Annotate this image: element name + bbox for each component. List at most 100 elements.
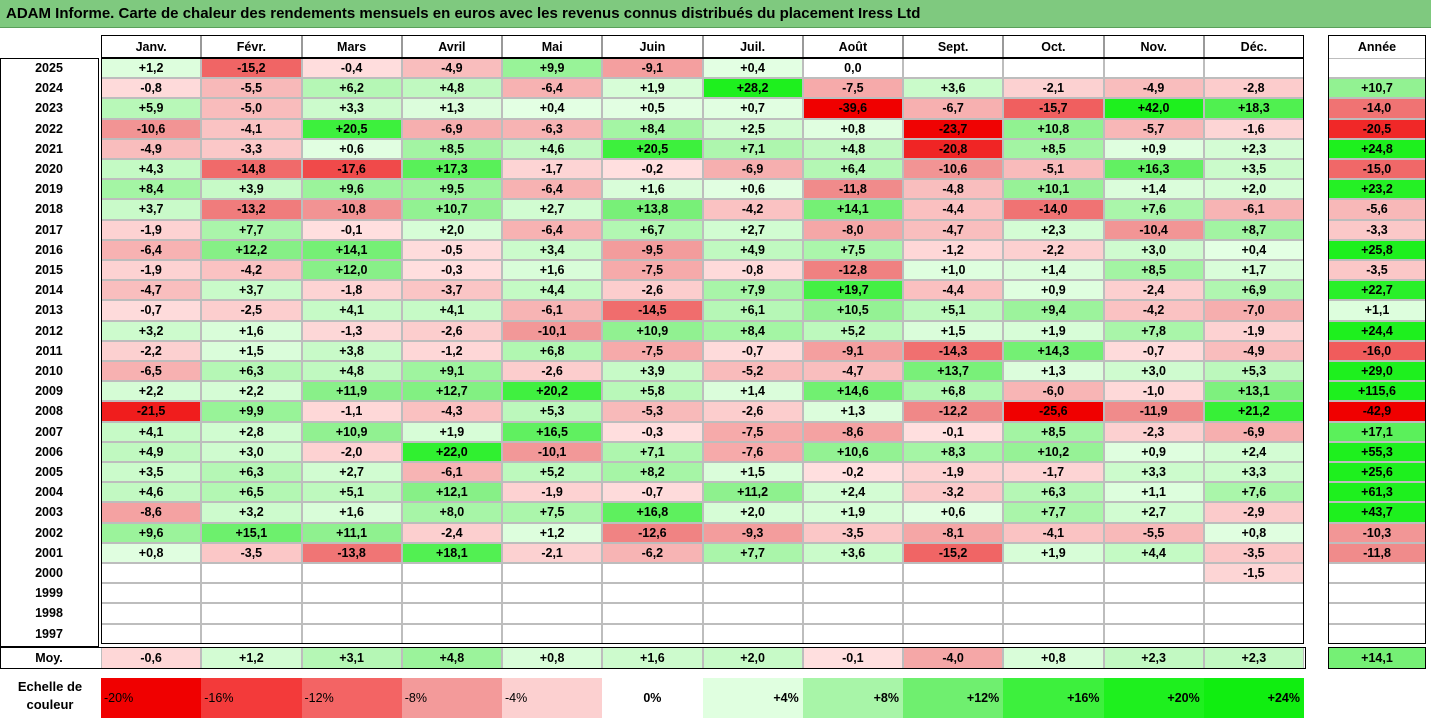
heatmap-cell: -15,2 — [903, 542, 1004, 563]
heatmap-cell: +4,9 — [702, 239, 803, 260]
heatmap-cell: +2,2 — [201, 381, 302, 402]
heatmap-cell: -5,5 — [201, 78, 302, 99]
heatmap-cell: -6,9 — [401, 118, 502, 139]
heatmap-cell: -10,8 — [301, 199, 402, 220]
heatmap-cell: +8,3 — [903, 441, 1004, 462]
month-header: Sept. — [903, 35, 1004, 58]
annual-cell: +43,7 — [1328, 502, 1426, 523]
heatmap-cell: -5,7 — [1103, 118, 1204, 139]
average-cell: +0,8 — [502, 647, 603, 669]
heatmap-cell: +9,4 — [1003, 300, 1104, 321]
heatmap-cell: +8,0 — [401, 502, 502, 523]
heatmap-cell: -10,6 — [903, 159, 1004, 180]
heatmap-cell — [702, 583, 803, 604]
annual-cell: +25,6 — [1328, 462, 1426, 483]
heatmap-cell — [401, 583, 502, 604]
heatmap-cell: -15,2 — [201, 58, 302, 79]
heatmap-cell: +1,6 — [502, 260, 603, 281]
annual-cell: -15,0 — [1328, 159, 1426, 180]
heatmap-cell: +1,6 — [602, 179, 703, 200]
heatmap-cell — [1103, 563, 1204, 584]
heatmap-cell: -4,2 — [702, 199, 803, 220]
heatmap-cell: -7,6 — [702, 441, 803, 462]
heatmap-cell: +4,1 — [101, 421, 202, 442]
annual-cell: -3,5 — [1328, 260, 1426, 281]
heatmap-cell: -0,3 — [602, 421, 703, 442]
heatmap-cell: -6,3 — [502, 118, 603, 139]
heatmap-cell: -2,6 — [502, 361, 603, 382]
year-label: 2008 — [35, 404, 63, 419]
heatmap-cell: +14,1 — [301, 239, 402, 260]
heatmap-cell: +16,3 — [1103, 159, 1204, 180]
heatmap-cell: -10,1 — [502, 441, 603, 462]
average-cell: +2,3 — [1203, 647, 1304, 669]
heatmap-cell: +6,7 — [602, 219, 703, 240]
heatmap-cell: +6,2 — [301, 78, 402, 99]
heatmap-cell — [1203, 583, 1304, 604]
heatmap-cell: -2,1 — [1003, 78, 1104, 99]
annual-cell: +25,8 — [1328, 239, 1426, 260]
heatmap-cell — [1003, 563, 1104, 584]
heatmap-cell: +1,9 — [802, 502, 903, 523]
heatmap-cell — [1103, 58, 1204, 79]
month-header: Oct. — [1003, 35, 1104, 58]
heatmap-cell: +16,8 — [602, 502, 703, 523]
legend-swatch: -12% — [301, 678, 402, 718]
heatmap-cell: +9,1 — [401, 361, 502, 382]
heatmap-cell: +0,5 — [602, 98, 703, 119]
heatmap-cell: -5,1 — [1003, 159, 1104, 180]
heatmap-cell: +9,9 — [502, 58, 603, 79]
annual-cell: +23,2 — [1328, 179, 1426, 200]
heatmap-cell: -6,5 — [101, 361, 202, 382]
heatmap-cell — [101, 603, 202, 624]
heatmap-cell: +2,0 — [702, 502, 803, 523]
heatmap-cell: +0,4 — [502, 98, 603, 119]
annual-cell: -3,3 — [1328, 219, 1426, 240]
heatmap-cell: +7,1 — [602, 441, 703, 462]
heatmap-cell: +2,7 — [502, 199, 603, 220]
heatmap-cell: +2,3 — [1003, 219, 1104, 240]
heatmap-cell — [1003, 58, 1104, 79]
heatmap-cell: +7,6 — [1203, 482, 1304, 503]
heatmap-cell: +18,3 — [1203, 98, 1304, 119]
average-cell: -4,0 — [903, 647, 1004, 669]
heatmap-cell: -4,7 — [903, 219, 1004, 240]
heatmap-cell: -0,4 — [301, 58, 402, 79]
heatmap-cell: -8,6 — [101, 502, 202, 523]
average-label: Moy. — [35, 651, 63, 665]
heatmap-cell: -1,6 — [1203, 118, 1304, 139]
heatmap-cell: +3,5 — [1203, 159, 1304, 180]
year-label: 2001 — [35, 545, 63, 560]
heatmap-cell: -2,8 — [1203, 78, 1304, 99]
heatmap-cell: +1,9 — [1003, 320, 1104, 341]
heatmap-cell: +8,5 — [1003, 421, 1104, 442]
heatmap-cell — [903, 623, 1004, 644]
heatmap-cell: +42,0 — [1103, 98, 1204, 119]
heatmap-cell — [1003, 583, 1104, 604]
year-label: 2014 — [35, 283, 63, 298]
heatmap-cell: -0,7 — [702, 340, 803, 361]
heatmap-cell: +28,2 — [702, 78, 803, 99]
month-header: Janv. — [101, 35, 202, 58]
heatmap-cell: +2,0 — [1203, 179, 1304, 200]
legend-swatch: +4% — [702, 678, 803, 718]
heatmap-cell: +4,1 — [401, 300, 502, 321]
heatmap-cell: -7,5 — [602, 340, 703, 361]
heatmap-cell: +7,6 — [1103, 199, 1204, 220]
heatmap-cell: +7,5 — [502, 502, 603, 523]
heatmap-cell: -0,1 — [301, 219, 402, 240]
legend-swatch: +16% — [1003, 678, 1104, 718]
heatmap-cell: +19,7 — [802, 280, 903, 301]
heatmap-cell: -5,0 — [201, 98, 302, 119]
heatmap-cell: +11,2 — [702, 482, 803, 503]
heatmap-cell — [1003, 623, 1104, 644]
heatmap-cell: -0,8 — [702, 260, 803, 281]
heatmap-cell: +10,5 — [802, 300, 903, 321]
month-header: Juil. — [702, 35, 803, 58]
heatmap-cell: -4,2 — [201, 260, 302, 281]
heatmap-cell: -1,1 — [301, 401, 402, 422]
heatmap-cell: -4,8 — [903, 179, 1004, 200]
annual-cell: -5,6 — [1328, 199, 1426, 220]
heatmap-cell: -1,7 — [1003, 462, 1104, 483]
year-label: 2013 — [35, 303, 63, 318]
